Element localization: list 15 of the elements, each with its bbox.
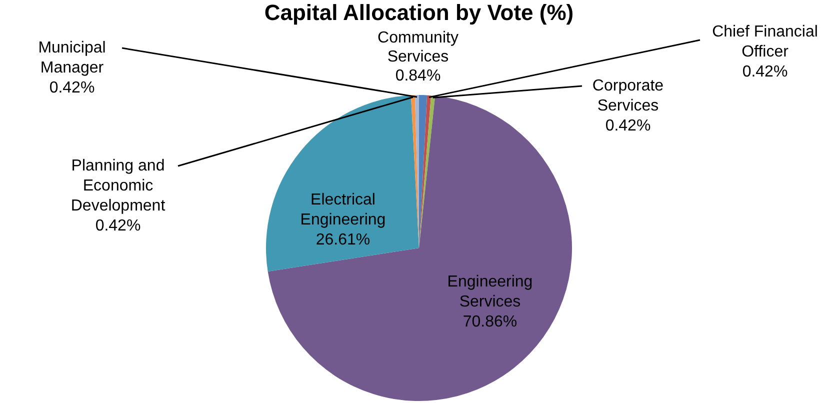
slice-label: Municipal Manager	[38, 39, 106, 76]
slice-label: Chief Financial Officer	[712, 23, 818, 60]
slice-label: Engineering Services	[447, 273, 533, 310]
chart-title: Capital Allocation by Vote (%)	[264, 0, 574, 26]
data-label: 0.42%	[742, 63, 788, 80]
data-label: 0.42%	[95, 217, 141, 234]
data-label: 26.61%	[316, 231, 370, 248]
data-label: 0.42%	[605, 117, 651, 134]
data-label: 0.84%	[395, 67, 441, 84]
data-label: 0.42%	[49, 79, 95, 96]
slice-label: Planning and Economic Development	[70, 157, 166, 214]
slice-label: Electrical Engineering	[300, 191, 386, 228]
data-label: 70.86%	[462, 313, 518, 330]
slice-label: Corporate Services	[592, 77, 664, 114]
slice-label: Community Services	[378, 29, 458, 66]
